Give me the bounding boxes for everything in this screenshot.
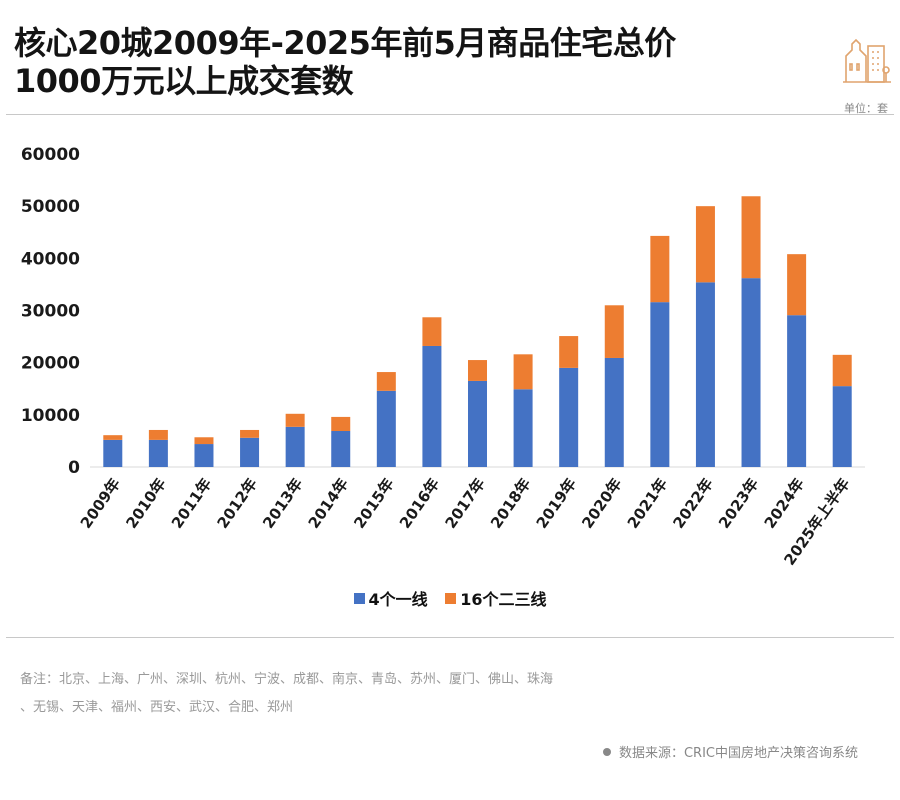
- x-tick-label: 2018年: [487, 475, 534, 532]
- legend-label-tier23: 16个二三线: [460, 590, 547, 609]
- bar-segment-tier1: [604, 357, 624, 467]
- y-tick-label: 20000: [21, 354, 80, 374]
- bar-segment-tier23: [832, 354, 852, 387]
- legend-swatch-tier23: [445, 592, 457, 604]
- bar-segment-tier1: [695, 282, 715, 467]
- title-line-2: 1000万元以上成交套数: [14, 62, 354, 100]
- legend-label-tier1: 4个一线: [368, 590, 428, 609]
- x-tick-label: 2023年: [715, 475, 762, 532]
- bar-segment-tier23: [513, 354, 533, 390]
- bar-segment-tier1: [422, 345, 442, 467]
- bar-segment-tier23: [194, 437, 214, 445]
- x-tick-label: 2020年: [578, 475, 625, 532]
- x-tick-label: 2015年: [350, 475, 397, 532]
- bar-segment-tier1: [285, 426, 305, 467]
- bar-segment-tier1: [148, 439, 168, 467]
- y-tick-label: 40000: [21, 249, 80, 269]
- bar-segment-tier1: [331, 431, 351, 467]
- x-tick-label: 2014年: [305, 475, 352, 532]
- x-tick-label: 2017年: [441, 475, 488, 532]
- x-tick-label: 2011年: [168, 475, 215, 532]
- bar-segment-tier23: [787, 254, 807, 316]
- bar-segment-tier1: [832, 386, 852, 467]
- note-line-2: 、无锡、天津、福州、西安、武汉、合肥、郑州: [20, 700, 294, 715]
- x-tick-label: 2012年: [214, 475, 261, 532]
- footer-divider: [6, 637, 894, 638]
- x-tick-label: 2010年: [122, 475, 169, 532]
- x-tick-label: 2021年: [624, 475, 671, 532]
- bar-segment-tier23: [695, 206, 715, 283]
- bar-segment-tier1: [787, 315, 807, 467]
- y-tick-label: 60000: [21, 145, 80, 165]
- data-source: 数据来源：CRIC中国房地产决策咨询系统: [602, 742, 858, 761]
- bar-segment-tier1: [741, 278, 761, 467]
- bar-segment-tier23: [376, 372, 396, 391]
- bar-segment-tier1: [194, 444, 214, 467]
- legend: 4个一线 16个二三线: [0, 586, 900, 610]
- x-tick-label: 2019年: [533, 475, 580, 532]
- title-line-1: 核心20城2009年-2025年前5月商品住宅总价: [14, 24, 676, 62]
- bar-segment-tier23: [240, 429, 260, 438]
- y-tick-label: 50000: [21, 197, 80, 217]
- bullet-icon: [602, 747, 611, 756]
- x-tick-label: 2009年: [77, 475, 124, 532]
- bar-segment-tier23: [559, 336, 579, 368]
- bar-segment-tier1: [513, 389, 533, 467]
- x-tick-label: 2024年: [761, 475, 808, 532]
- x-tick-label: 2016年: [396, 475, 443, 532]
- legend-swatch-tier1: [353, 592, 365, 604]
- x-tick-label: 2022年: [669, 475, 716, 532]
- stacked-bar-chart: 0 10000 20000 30000 40000 50000 60000 2009年2010…: [21, 145, 865, 569]
- y-tick-label: 0: [68, 458, 80, 478]
- bar-segment-tier23: [422, 317, 442, 346]
- bar-segment-tier23: [741, 196, 761, 279]
- bar-segment-tier23: [604, 305, 624, 358]
- data-source-text: 数据来源：CRIC中国房地产决策咨询系统: [618, 746, 858, 761]
- bar-segment-tier23: [468, 360, 487, 381]
- header-divider: [6, 114, 894, 115]
- bar-segment-tier23: [331, 416, 351, 432]
- buildings-icon: [843, 38, 891, 83]
- y-tick-label: 30000: [21, 302, 80, 322]
- legend-item-tier1: 4个一线: [353, 586, 428, 610]
- legend-item-tier23: 16个二三线: [445, 586, 547, 610]
- note-line-1: 备注：北京、上海、广州、深圳、杭州、宁波、成都、南京、青岛、苏州、厦门、佛山、珠…: [20, 672, 554, 687]
- bar-segment-tier1: [559, 367, 579, 467]
- bar-segment-tier23: [103, 435, 123, 440]
- bar-segment-tier1: [240, 437, 260, 467]
- unit-label: 单位：套: [844, 102, 888, 115]
- bar-segment-tier1: [376, 390, 396, 467]
- y-tick-label: 10000: [21, 406, 80, 426]
- bar-segment-tier1: [650, 302, 670, 467]
- bar-segment-tier23: [285, 413, 305, 427]
- chart-title: 核心20城2009年-2025年前5月商品住宅总价 1000万元以上成交套数: [14, 24, 676, 100]
- bar-segment-tier23: [148, 429, 168, 440]
- bar-segment-tier1: [103, 439, 123, 467]
- bar-segment-tier23: [650, 235, 670, 303]
- x-tick-label: 2013年: [259, 475, 306, 532]
- bar-segment-tier1: [468, 380, 487, 467]
